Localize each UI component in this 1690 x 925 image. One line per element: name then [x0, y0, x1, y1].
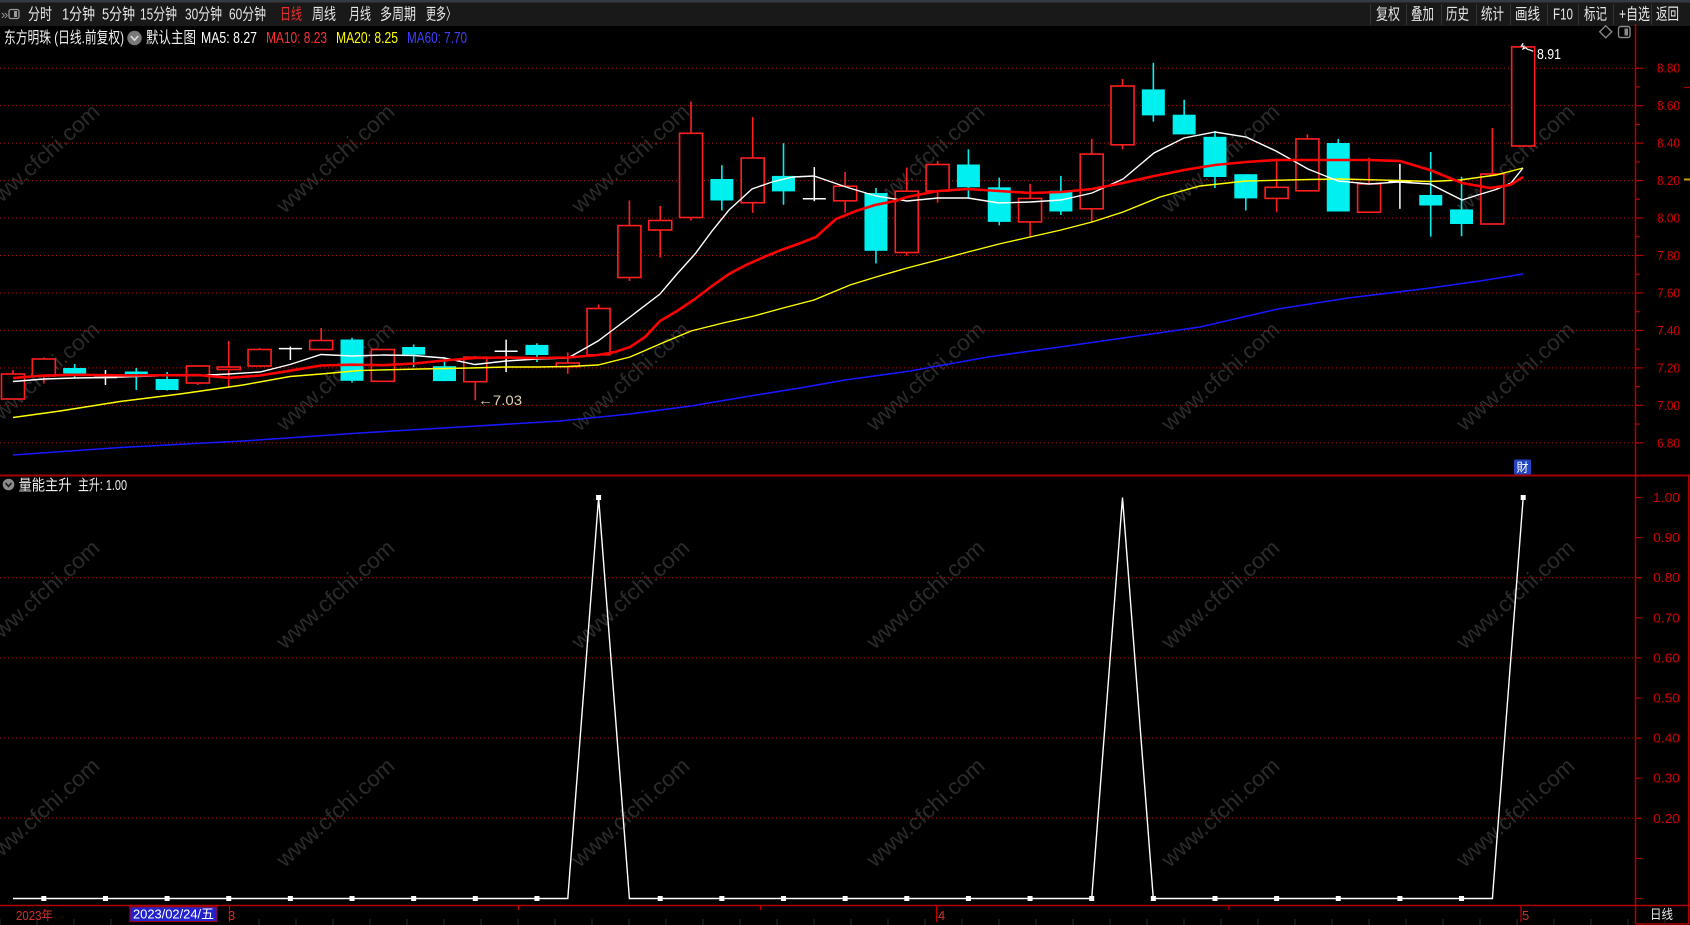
svg-text:统计: 统计: [1481, 6, 1504, 24]
svg-text:8.80: 8.80: [1657, 61, 1680, 76]
svg-text:7.00: 7.00: [1657, 398, 1680, 413]
svg-text:0.90: 0.90: [1653, 530, 1680, 545]
svg-text:1.00: 1.00: [1653, 490, 1680, 505]
svg-text:3: 3: [228, 908, 235, 923]
svg-text:更多〉: 更多〉: [426, 6, 456, 24]
svg-text:MA20: 8.25: MA20: 8.25: [336, 30, 398, 47]
svg-text:量能主升: 量能主升: [19, 477, 72, 494]
svg-text:6.80: 6.80: [1657, 435, 1680, 450]
svg-text:默认主图: 默认主图: [146, 29, 196, 47]
svg-text:叠加: 叠加: [1411, 6, 1434, 24]
svg-text:+自选: +自选: [1619, 6, 1650, 24]
svg-text:7.60: 7.60: [1657, 285, 1680, 300]
svg-text:8.00: 8.00: [1657, 211, 1680, 226]
svg-text:0.80: 0.80: [1653, 570, 1680, 585]
svg-text:7.20: 7.20: [1657, 360, 1680, 375]
svg-text:0.20: 0.20: [1653, 811, 1680, 826]
svg-text:东方明珠 (日线.前复权): 东方明珠 (日线.前复权): [4, 29, 124, 47]
svg-text:7.40: 7.40: [1657, 323, 1680, 338]
svg-text:8.60: 8.60: [1657, 98, 1680, 113]
svg-text:»: »: [1, 7, 8, 22]
svg-text:2023/02/24/五: 2023/02/24/五: [133, 907, 214, 922]
svg-text:60分钟: 60分钟: [229, 6, 266, 24]
svg-text:←7.03: ←7.03: [478, 392, 522, 408]
svg-text:返回: 返回: [1656, 6, 1679, 24]
svg-text:7.80: 7.80: [1657, 248, 1680, 263]
svg-text:30分钟: 30分钟: [185, 6, 222, 24]
svg-text:5: 5: [1522, 908, 1529, 923]
svg-text:8.40: 8.40: [1657, 136, 1680, 151]
svg-text:4: 4: [938, 908, 945, 923]
svg-text:0.70: 0.70: [1653, 610, 1680, 625]
svg-text:复权: 复权: [1376, 6, 1400, 24]
svg-text:月线: 月线: [349, 6, 371, 24]
svg-text:2023年: 2023年: [16, 908, 53, 923]
svg-text:多周期: 多周期: [380, 6, 416, 24]
svg-text:8.91: 8.91: [1537, 46, 1561, 63]
svg-text:5分钟: 5分钟: [102, 6, 135, 24]
svg-text:財: 財: [1516, 460, 1528, 475]
svg-text:周线: 周线: [312, 6, 336, 24]
svg-text:画线: 画线: [1515, 6, 1540, 24]
svg-text:标记: 标记: [1584, 6, 1607, 24]
svg-text:8.20: 8.20: [1657, 173, 1680, 188]
svg-text:0.40: 0.40: [1653, 731, 1680, 746]
svg-text:分时: 分时: [28, 6, 52, 24]
svg-text:主升: 1.00: 主升: 1.00: [78, 477, 127, 494]
svg-text:0.30: 0.30: [1653, 771, 1680, 786]
svg-text:MA5: 8.27: MA5: 8.27: [201, 30, 257, 47]
svg-text:1分钟: 1分钟: [62, 6, 95, 24]
svg-text:0.50: 0.50: [1653, 691, 1680, 706]
svg-text:15分钟: 15分钟: [140, 6, 177, 24]
svg-text:日线: 日线: [280, 6, 302, 24]
svg-text:MA10: 8.23: MA10: 8.23: [266, 30, 327, 47]
svg-text:历史: 历史: [1446, 6, 1469, 24]
svg-text:日线: 日线: [1650, 907, 1673, 922]
svg-text:F10: F10: [1553, 7, 1573, 24]
svg-text:0.60: 0.60: [1653, 650, 1680, 665]
svg-text:MA60: 7.70: MA60: 7.70: [407, 30, 467, 47]
